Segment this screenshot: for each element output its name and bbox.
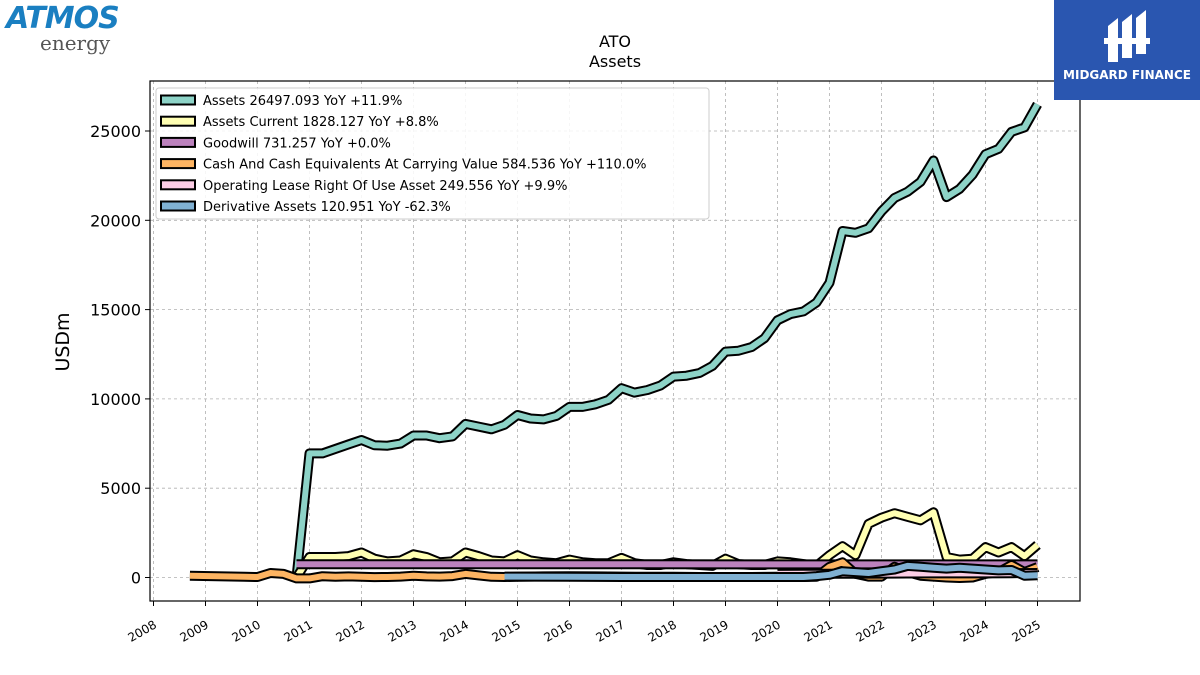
x-tick-label: 2013 bbox=[386, 617, 419, 644]
x-tick-label: 2014 bbox=[438, 617, 471, 644]
series-line bbox=[504, 562, 1038, 580]
legend-swatch bbox=[160, 136, 196, 148]
series-assets bbox=[291, 101, 1042, 579]
x-tick-label: 2021 bbox=[802, 617, 835, 644]
legend: Assets 26497.093 YoY +11.9% Assets Curren… bbox=[155, 87, 710, 220]
y-tick-label: 10000 bbox=[90, 390, 141, 409]
legend-entry: Cash And Cash Equivalents At Carrying Va… bbox=[203, 158, 646, 173]
x-tick-label: 2018 bbox=[646, 617, 679, 644]
chart-title: ATO bbox=[599, 32, 631, 51]
plot-frame bbox=[149, 80, 1081, 602]
x-tick-label: 2010 bbox=[230, 617, 263, 644]
y-tick-label: 5000 bbox=[100, 479, 141, 498]
y-tick-label: 0 bbox=[131, 569, 141, 588]
series-line bbox=[293, 102, 1041, 578]
x-tick-label: 2020 bbox=[750, 617, 783, 644]
legend-swatch bbox=[160, 179, 196, 191]
y-tick-label: 15000 bbox=[90, 301, 141, 320]
legend-entry: Assets Current 1828.127 YoY +8.8% bbox=[203, 115, 439, 130]
legend-entry: Derivative Assets 120.951 YoY -62.3% bbox=[203, 200, 451, 215]
legend-entry: Operating Lease Right Of Use Asset 249.5… bbox=[203, 179, 567, 194]
x-tick-label: 2015 bbox=[490, 617, 523, 644]
legend-swatch bbox=[160, 200, 196, 212]
x-tick-label: 2024 bbox=[958, 617, 991, 644]
x-tick-label: 2022 bbox=[854, 617, 887, 644]
midgard-mark-icon bbox=[1104, 10, 1150, 62]
x-tick-label: 2009 bbox=[178, 617, 211, 644]
midgard-finance-logo: MIDGARD FINANCE bbox=[1054, 0, 1200, 100]
chart-subtitle: Assets bbox=[589, 52, 641, 71]
x-tick-label: 2011 bbox=[282, 617, 315, 644]
series-lines bbox=[189, 101, 1042, 584]
x-tick-label: 2023 bbox=[906, 617, 939, 644]
x-tick-label: 2019 bbox=[698, 617, 731, 644]
legend-box bbox=[155, 87, 710, 220]
legend-entry: Assets 26497.093 YoY +11.9% bbox=[203, 94, 402, 109]
y-tick-label: 25000 bbox=[90, 122, 141, 141]
legend-entry: Goodwill 731.257 YoY +0.0% bbox=[203, 136, 391, 151]
y-tick-label: 20000 bbox=[90, 211, 141, 230]
legend-swatch bbox=[160, 94, 196, 106]
legend-swatch bbox=[160, 115, 196, 127]
logo-sub-text: energy bbox=[40, 31, 111, 55]
x-tick-label: 2017 bbox=[594, 617, 627, 644]
logo-brand-text: ATMOS bbox=[6, 1, 120, 36]
y-axis-label: USDm bbox=[52, 312, 74, 371]
series-derivative bbox=[504, 560, 1038, 582]
x-tick-label: 2025 bbox=[1010, 617, 1043, 644]
x-tick-label: 2012 bbox=[334, 617, 367, 644]
legend-swatch bbox=[160, 158, 196, 170]
x-tick-label: 2008 bbox=[126, 617, 159, 644]
atmos-energy-logo: ATMOS energy bbox=[6, 4, 130, 60]
logo-company-name: MIDGARD FINANCE bbox=[1063, 68, 1191, 82]
x-tick-label: 2016 bbox=[542, 617, 575, 644]
